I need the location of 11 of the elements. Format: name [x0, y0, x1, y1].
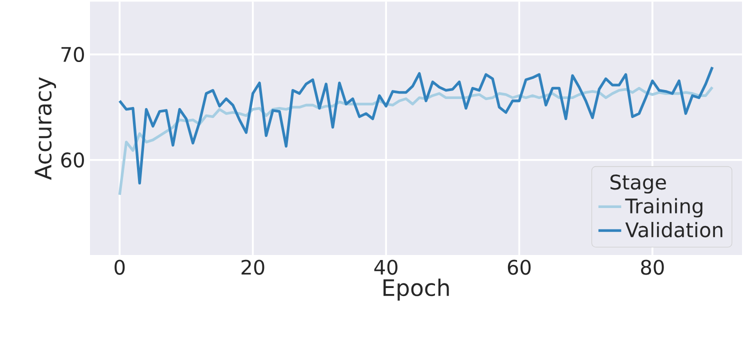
legend-title: Stage [610, 174, 666, 194]
x-tick-label: 20 [242, 260, 264, 275]
legend-label: Validation [625, 222, 722, 238]
x-tick-label: 60 [508, 260, 531, 275]
y-tick-label: 70 [61, 46, 84, 62]
x-tick-label: 80 [641, 260, 664, 275]
x-tick-label: 0 [114, 260, 125, 275]
x-tick-label: 40 [374, 260, 398, 275]
legend-label: Training [625, 198, 702, 218]
y-axis-title: Accuracy [34, 77, 56, 180]
x-axis-title: Epoch [384, 278, 449, 301]
